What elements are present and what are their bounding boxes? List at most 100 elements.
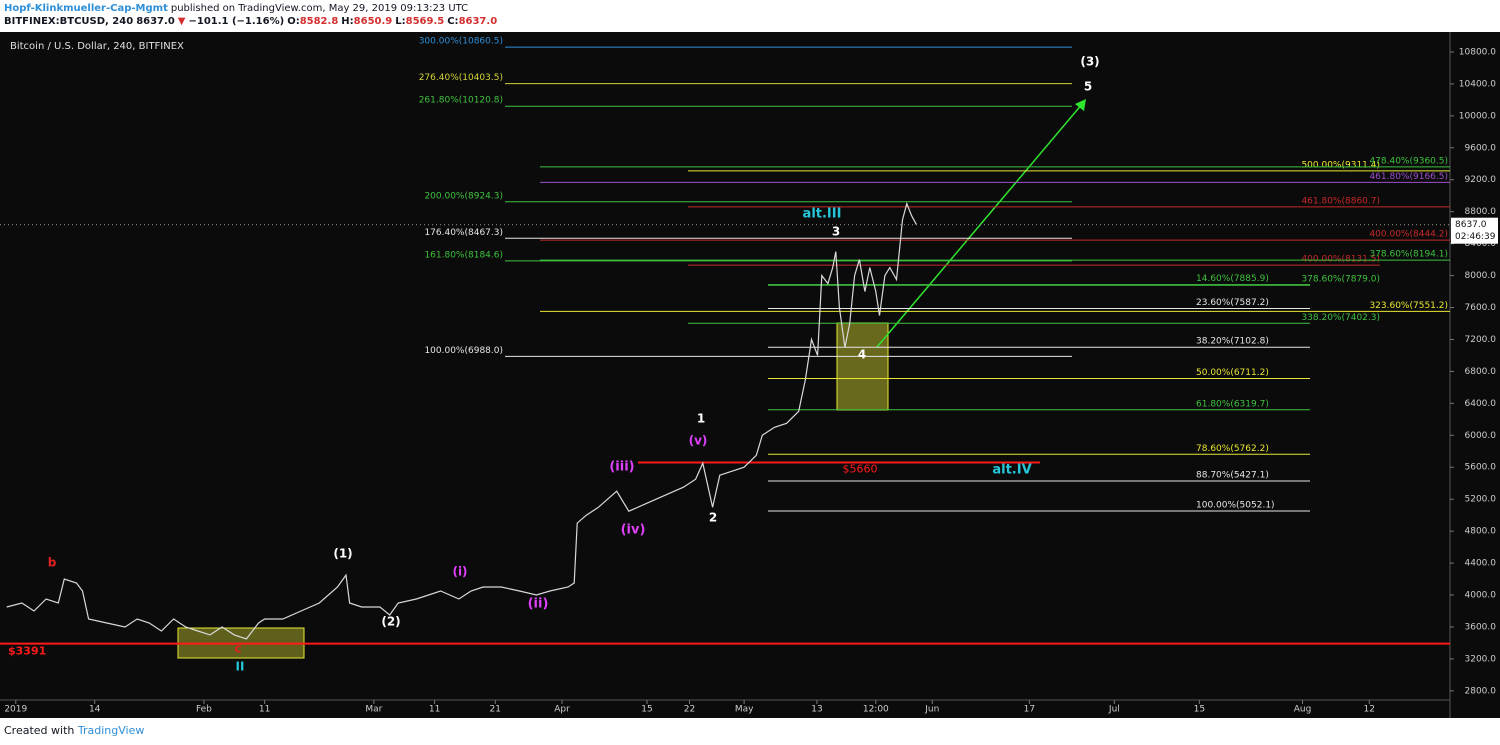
fib-label: 478.40%(9360.5)	[1369, 156, 1448, 166]
y-tick-label: 9200.0	[1465, 175, 1497, 185]
x-tick-label: 22	[684, 705, 695, 715]
wave-label: (iv)	[621, 523, 646, 538]
y-tick-label: 8400.0	[1465, 239, 1497, 249]
ohlc-key: O:	[287, 16, 300, 27]
y-tick-label: 8000.0	[1465, 271, 1497, 281]
fib-label: 323.60%(7551.2)	[1369, 301, 1448, 311]
y-tick-label: 6000.0	[1465, 431, 1497, 441]
wave-label: (i)	[452, 565, 467, 579]
change: −101.1 (−1.16%)	[188, 16, 285, 27]
wave-label: (ii)	[528, 597, 549, 612]
wave-label: alt.IV	[992, 463, 1031, 478]
x-tick-label: Jul	[1108, 705, 1120, 715]
fib-label: 338.20%(7402.3)	[1301, 313, 1380, 323]
x-tick-label: Apr	[554, 705, 570, 715]
last: 8637.0	[136, 16, 175, 27]
fib-label: 261.80%(10120.8)	[419, 96, 503, 106]
footer: Created with TradingView	[4, 724, 144, 737]
ohlc-key: L:	[395, 16, 406, 27]
last-price-label: 8637.0	[1455, 220, 1487, 230]
fib-label: 23.60%(7587.2)	[1196, 298, 1269, 308]
y-tick-label: 10400.0	[1459, 79, 1496, 89]
x-tick-label: Feb	[196, 705, 212, 715]
wave-label: (2)	[381, 615, 400, 629]
x-tick-label: Aug	[1294, 705, 1312, 715]
fib-label: 50.00%(6711.2)	[1196, 368, 1269, 378]
wave-label: alt.III	[803, 207, 842, 222]
wave-label: 3	[832, 225, 840, 239]
ohlc-value: 8650.9	[353, 16, 393, 27]
x-tick-label: 15	[641, 705, 652, 715]
ohlc-key: H:	[341, 16, 354, 27]
y-tick-label: 3600.0	[1465, 622, 1497, 632]
x-tick-label: 11	[429, 705, 440, 715]
fib-label: 500.00%(9311.4)	[1301, 160, 1380, 170]
author[interactable]: Hopf-Klinkmueller-Cap-Mgmt	[4, 3, 168, 14]
fib-label: 100.00%(6988.0)	[424, 346, 503, 356]
y-tick-label: 7200.0	[1465, 335, 1497, 345]
fib-label: 78.60%(5762.2)	[1196, 444, 1269, 454]
fib-label: 400.00%(8131.5)	[1301, 255, 1380, 265]
fib-label: 461.80%(8860.7)	[1301, 196, 1380, 206]
x-tick-label: 15	[1194, 705, 1205, 715]
fib-label: 14.60%(7885.9)	[1196, 274, 1269, 284]
level-label: $3391	[8, 645, 46, 658]
chart-background	[0, 32, 1500, 718]
fib-label: 276.40%(10403.5)	[419, 73, 503, 83]
y-tick-label: 4800.0	[1465, 527, 1497, 537]
wave-label: (iii)	[609, 460, 634, 475]
fib-label: 61.80%(6319.7)	[1196, 399, 1269, 409]
y-tick-label: 3200.0	[1465, 654, 1497, 664]
x-tick-label: 12:00	[863, 705, 889, 715]
chart-title: Bitcoin / U.S. Dollar, 240, BITFINEX	[10, 41, 184, 52]
chart: Bitcoin / U.S. Dollar, 240, BITFINEX 280…	[0, 32, 1500, 718]
y-tick-label: 4400.0	[1465, 559, 1497, 569]
wave-label: b	[48, 556, 57, 570]
ohlc-value: 8582.8	[299, 16, 339, 27]
footer-text: Created with	[4, 724, 75, 737]
wave-label: II	[236, 660, 245, 674]
x-tick-label: May	[735, 705, 754, 715]
y-tick-label: 6400.0	[1465, 399, 1497, 409]
fib-label: 300.00%(10860.5)	[419, 37, 503, 47]
footer-brand[interactable]: TradingView	[77, 724, 145, 737]
last-price-box	[1451, 217, 1498, 244]
fib-label: 200.00%(8924.3)	[424, 191, 503, 201]
fib-label: 378.60%(8194.1)	[1369, 250, 1448, 260]
y-tick-label: 8800.0	[1465, 207, 1497, 217]
symbol: BITFINEX:BTCUSD, 240	[4, 16, 134, 27]
published: published on TradingView.com, May 29, 20…	[170, 3, 469, 14]
x-tick-label: Jun	[924, 705, 939, 715]
highlight-box	[836, 322, 889, 411]
fib-label: 176.40%(8467.3)	[424, 228, 503, 238]
header-line-2: BITFINEX:BTCUSD, 240 8637.0 ▼ −101.1 (−1.16…	[4, 16, 500, 27]
x-tick-label: 17	[1024, 705, 1035, 715]
x-tick-label: 13	[811, 705, 822, 715]
fib-label: 400.00%(8444.2)	[1369, 230, 1448, 240]
wave-label: 2	[709, 511, 717, 525]
y-tick-label: 2800.0	[1465, 686, 1497, 696]
y-tick-label: 10800.0	[1459, 47, 1496, 57]
wave-label: 1	[697, 412, 705, 426]
wave-label: c	[234, 642, 241, 656]
wave-label: (3)	[1080, 55, 1099, 69]
y-tick-label: 10000.0	[1459, 111, 1496, 121]
wave-label: 4	[858, 348, 866, 362]
wave-label: (v)	[689, 434, 708, 448]
x-tick-label: Mar	[365, 705, 382, 715]
fib-label: 100.00%(5052.1)	[1196, 500, 1275, 510]
y-tick-label: 4000.0	[1465, 591, 1497, 601]
wave-label: 5	[1084, 80, 1092, 94]
y-tick-label: 5200.0	[1465, 495, 1497, 505]
y-tick-label: 7600.0	[1465, 303, 1497, 313]
arrow-head	[1075, 99, 1086, 111]
price-line	[6, 201, 918, 640]
x-tick-label: 21	[490, 705, 501, 715]
x-tick-label: 12	[1364, 705, 1375, 715]
x-tick-label: 2019	[4, 705, 27, 715]
fib-label: 378.60%(7879.0)	[1301, 275, 1380, 285]
x-tick-label: 14	[89, 705, 101, 715]
ohlc-value: 8569.5	[405, 16, 445, 27]
y-tick-label: 6800.0	[1465, 367, 1497, 377]
